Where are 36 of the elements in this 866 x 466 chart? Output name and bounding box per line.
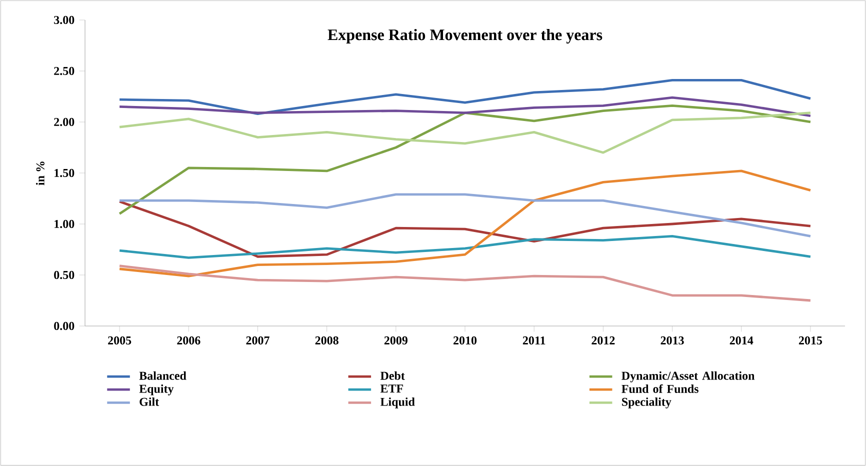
legend-label: Speciality bbox=[622, 397, 672, 408]
line-series bbox=[118, 104, 812, 215]
legend-label: Debt bbox=[380, 371, 405, 380]
line-series bbox=[118, 170, 812, 278]
line-series bbox=[118, 200, 812, 258]
x-tick-label: 2007 bbox=[246, 336, 270, 344]
y-tick-label: 1.00 bbox=[54, 220, 74, 228]
legend-label: Balanced bbox=[139, 371, 186, 380]
x-tick-label: 2011 bbox=[522, 336, 546, 344]
x-tick-label: 2013 bbox=[660, 336, 684, 344]
legend-label: Gilt bbox=[140, 397, 160, 406]
legend-label: ETF bbox=[380, 384, 404, 393]
legend-label: Equity bbox=[139, 384, 174, 396]
x-tick-label: 2009 bbox=[384, 336, 408, 344]
x-tick-label: 2010 bbox=[454, 336, 477, 344]
y-tick-label: 0.50 bbox=[54, 270, 74, 280]
x-tick-label: 2005 bbox=[108, 336, 132, 344]
y-tick-label: 0.00 bbox=[54, 322, 74, 330]
y-tick-label: 2.00 bbox=[54, 118, 74, 126]
x-tick-label: 2006 bbox=[177, 336, 200, 344]
x-tick-label: 2015 bbox=[798, 336, 822, 344]
legend-label: Dynamic/Asset Allocation bbox=[622, 371, 755, 382]
y-axis-title: in % bbox=[36, 162, 44, 186]
text: Expense Ratio Movement over the years bbox=[328, 28, 602, 44]
x-tick-label: 2012 bbox=[592, 336, 615, 344]
line-series bbox=[118, 112, 812, 154]
x-tick-label: 2008 bbox=[315, 336, 338, 344]
x-tick-label: 2014 bbox=[730, 336, 754, 344]
line-series bbox=[118, 264, 812, 302]
legend-label: Fund of Funds bbox=[622, 384, 698, 393]
legend-label: Liquid bbox=[380, 397, 415, 408]
line-series bbox=[118, 193, 812, 238]
y-tick-label: 2.50 bbox=[54, 66, 74, 76]
y-tick-label: 3.00 bbox=[54, 16, 74, 24]
line-series bbox=[118, 78, 812, 116]
y-tick-label: 1.50 bbox=[54, 168, 74, 178]
